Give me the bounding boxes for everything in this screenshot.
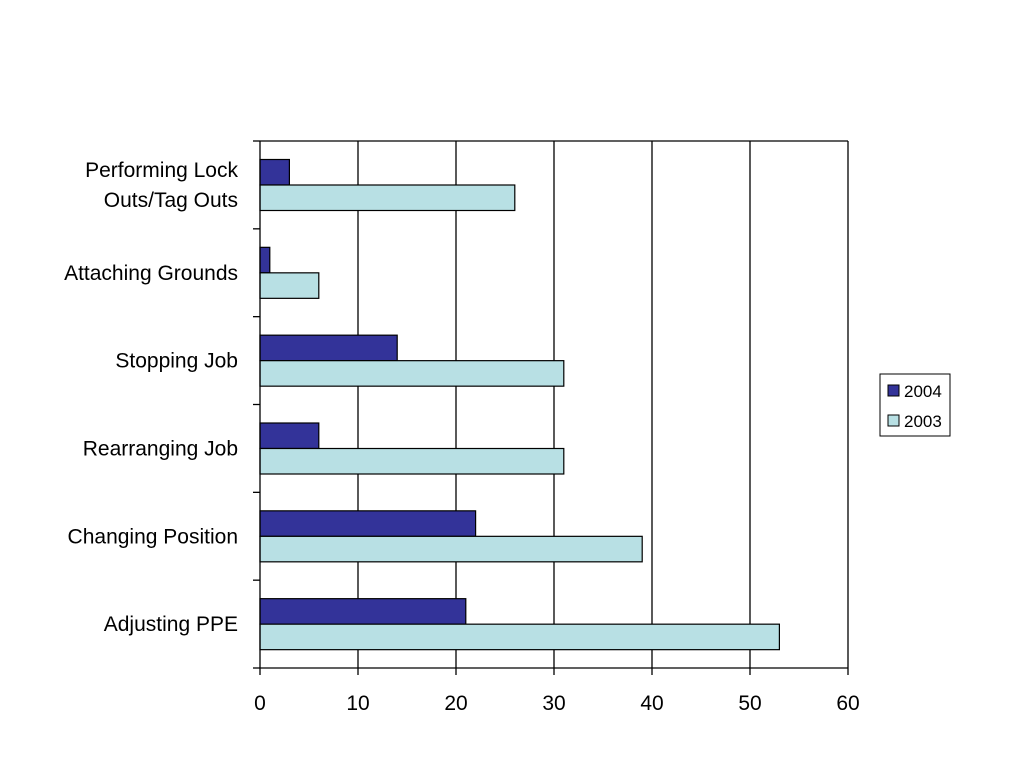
legend: 2004 2003 bbox=[879, 373, 951, 437]
bar-2003-5 bbox=[259, 623, 781, 651]
legend-swatch-2004 bbox=[887, 384, 900, 397]
legend-label-2004: 2004 bbox=[904, 382, 942, 401]
bar-2004-5 bbox=[259, 598, 467, 625]
category-label-line: Attaching Grounds bbox=[64, 262, 238, 285]
bars bbox=[259, 158, 781, 651]
category-label-4: Changing Position bbox=[68, 525, 238, 548]
legend-swatch-2003 bbox=[887, 414, 900, 427]
category-label-line: Stopping Job bbox=[115, 350, 238, 373]
category-labels: Performing Lock Outs/Tag Outs Attaching Gr… bbox=[64, 159, 238, 636]
axes bbox=[253, 140, 849, 675]
category-label-5: Adjusting PPE bbox=[104, 613, 238, 636]
bar-2004-4 bbox=[259, 510, 477, 537]
x-tick-label-0: 0 bbox=[254, 692, 266, 715]
bar-2003-2 bbox=[259, 360, 565, 387]
legend-label-2003: 2003 bbox=[904, 412, 942, 431]
category-label-1: Attaching Grounds bbox=[64, 262, 238, 285]
bar-2004-1 bbox=[259, 246, 271, 274]
x-tick-label-60: 60 bbox=[836, 692, 859, 715]
bar-2004-3 bbox=[259, 422, 320, 450]
bar-2004-0 bbox=[259, 158, 290, 186]
bar-2003-0 bbox=[259, 184, 516, 212]
category-label-line: Performing Lock bbox=[85, 159, 238, 182]
category-label-line: Adjusting PPE bbox=[104, 613, 238, 636]
bar-2003-4 bbox=[259, 535, 643, 563]
bar-2004-2 bbox=[259, 334, 398, 362]
gridlines bbox=[357, 141, 751, 668]
x-tick-label-30: 30 bbox=[542, 692, 565, 715]
category-label-line: Rearranging Job bbox=[83, 437, 238, 460]
x-tick-label-40: 40 bbox=[640, 692, 663, 715]
x-tick-label-50: 50 bbox=[738, 692, 761, 715]
x-tick-label-10: 10 bbox=[346, 692, 369, 715]
x-tick-labels: 0 10 20 30 40 50 60 bbox=[254, 692, 860, 715]
bar-2003-3 bbox=[259, 447, 565, 475]
x-tick-label-20: 20 bbox=[444, 692, 467, 715]
category-label-0: Performing Lock Outs/Tag Outs bbox=[85, 159, 238, 212]
bar-2003-1 bbox=[259, 272, 320, 299]
category-label-line: Outs/Tag Outs bbox=[104, 189, 238, 212]
category-label-line: Changing Position bbox=[68, 525, 238, 548]
category-label-3: Rearranging Job bbox=[83, 437, 238, 460]
category-label-2: Stopping Job bbox=[115, 350, 238, 373]
